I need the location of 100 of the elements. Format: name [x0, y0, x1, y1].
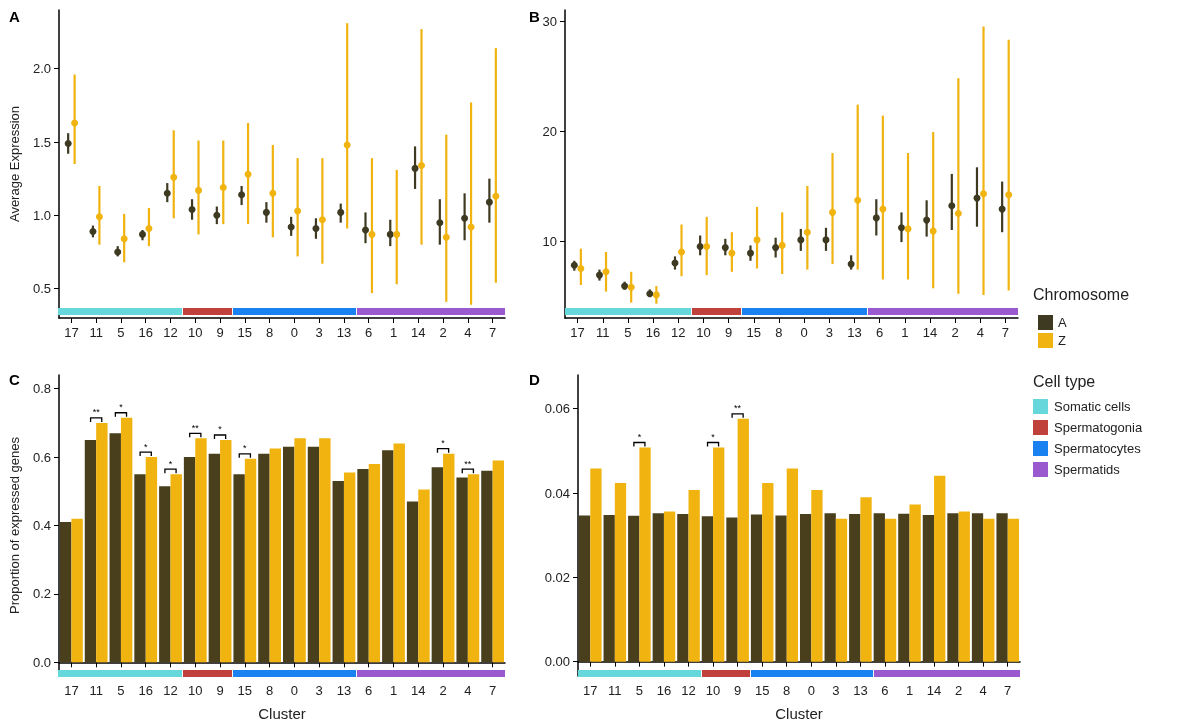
y-tick-label: 0.6 — [32, 449, 51, 465]
x-tick-label: 8 — [265, 325, 274, 340]
x-tick-label: 13 — [853, 683, 868, 698]
x-tick-label: 8 — [265, 683, 274, 698]
x-tick-label: 4 — [976, 325, 984, 340]
annotation: * — [243, 443, 248, 454]
x-tick-label: 6 — [881, 683, 889, 698]
category-label: Spermatocytes — [1054, 440, 1141, 456]
y-tick-label: 30 — [542, 13, 557, 29]
annotation: ** — [92, 407, 101, 418]
annotation: ** — [734, 403, 742, 414]
x-tick-label: 12 — [671, 325, 686, 340]
x-tick-label: 7 — [488, 325, 497, 340]
legend-label: A — [1058, 315, 1067, 330]
x-tick-label: 10 — [188, 325, 203, 340]
y-tick-label: 10 — [542, 233, 557, 249]
category-label: Spermatids — [1054, 461, 1120, 477]
annotation: * — [711, 432, 716, 443]
legend-label: Z — [1058, 333, 1066, 348]
x-tick-label: 3 — [315, 325, 323, 340]
x-tick-label: 9 — [733, 683, 742, 698]
x-tick-label: 10 — [188, 683, 203, 698]
x-tick-label: 14 — [411, 683, 426, 698]
x-tick-label: 17 — [570, 325, 585, 340]
y-tick-label: 0.4 — [32, 518, 51, 533]
x-tick-label: 3 — [832, 683, 840, 698]
y-tick-label: 1.5 — [32, 134, 51, 150]
x-tick-label: 0 — [807, 683, 815, 698]
x-tick-label: 9 — [216, 325, 224, 340]
y-tick-label: 20 — [542, 123, 557, 139]
chart-title: B — [529, 8, 540, 25]
annotation: * — [168, 458, 173, 469]
x-tick-label: 0 — [800, 325, 808, 340]
annotation: ** — [464, 458, 472, 469]
x-tick-label: 15 — [237, 683, 253, 698]
x-tick-label: 1 — [905, 683, 914, 698]
x-tick-label: 16 — [656, 683, 672, 698]
x-tick-label: 17 — [64, 325, 79, 340]
x-tick-label: 11 — [608, 683, 622, 698]
x-tick-label: 7 — [1001, 325, 1010, 340]
x-tick-label: 12 — [163, 325, 178, 340]
x-tick-label: 0 — [290, 683, 299, 698]
x-tick-label: 1 — [389, 683, 398, 698]
x-tick-label: 6 — [365, 683, 373, 698]
x-tick-label: 13 — [336, 683, 352, 698]
x-tick-label: 1 — [389, 325, 398, 340]
x-tick-label: 16 — [138, 325, 153, 340]
x-tick-label: 4 — [464, 683, 472, 698]
legend-title: Chromosome — [1033, 285, 1130, 303]
x-tick-label: 16 — [645, 325, 661, 340]
x-tick-label: 16 — [138, 683, 153, 698]
x-tick-label: 10 — [696, 325, 711, 340]
x-tick-label: 8 — [783, 683, 791, 698]
annotation: * — [218, 424, 223, 435]
x-tick-label: 12 — [163, 683, 178, 698]
x-tick-label: 1 — [901, 325, 909, 340]
annotation: * — [119, 402, 124, 413]
x-tick-label: 10 — [705, 683, 721, 698]
x-tick-label: 3 — [315, 683, 323, 698]
legend-title: Cell type — [1033, 373, 1097, 391]
y-tick-label: 0.5 — [32, 281, 51, 297]
y-axis-title: Average Expression — [7, 105, 22, 223]
y-tick-label: 0.2 — [32, 586, 51, 602]
x-tick-label: 11 — [89, 325, 103, 340]
chart-title: C — [9, 371, 20, 388]
x-tick-label: 5 — [117, 325, 125, 340]
x-tick-label: 3 — [825, 325, 833, 340]
x-tick-label: 15 — [754, 683, 770, 698]
x-tick-label: 9 — [724, 325, 733, 340]
x-tick-label: 4 — [464, 325, 472, 340]
x-tick-label: 14 — [411, 325, 426, 340]
x-tick-label: 17 — [64, 683, 79, 698]
x-tick-label: 2 — [951, 325, 959, 340]
x-tick-label: 7 — [1004, 683, 1012, 698]
x-axis-title: Cluster — [775, 705, 823, 722]
x-tick-label: 5 — [635, 683, 644, 698]
x-tick-label: 15 — [746, 325, 761, 340]
x-axis-title: Cluster — [258, 705, 306, 722]
y-tick-label: 1.0 — [32, 207, 51, 223]
x-tick-label: 5 — [117, 683, 125, 698]
annotation: * — [637, 432, 642, 443]
chart-title: D — [529, 371, 540, 388]
y-tick-label: 0.06 — [544, 401, 570, 417]
y-tick-label: 0.0 — [32, 654, 51, 670]
x-tick-label: 2 — [954, 683, 963, 698]
x-tick-label: 2 — [439, 683, 447, 698]
y-tick-label: 0.02 — [544, 569, 570, 585]
y-tick-label: 0.8 — [32, 381, 51, 397]
x-tick-label: 2 — [439, 325, 447, 340]
x-tick-label: 6 — [875, 325, 884, 340]
y-tick-label: 0.04 — [544, 485, 570, 501]
x-tick-label: 5 — [624, 325, 632, 340]
y-axis-title: Proportion of expressed genes — [7, 436, 22, 615]
y-tick-label: 2.0 — [32, 61, 51, 77]
x-tick-label: 9 — [216, 683, 224, 698]
x-tick-label: 11 — [596, 325, 610, 340]
annotation: * — [441, 438, 446, 449]
x-tick-label: 11 — [89, 683, 103, 698]
category-label: Spermatogonia — [1054, 419, 1143, 435]
x-tick-label: 6 — [365, 325, 373, 340]
